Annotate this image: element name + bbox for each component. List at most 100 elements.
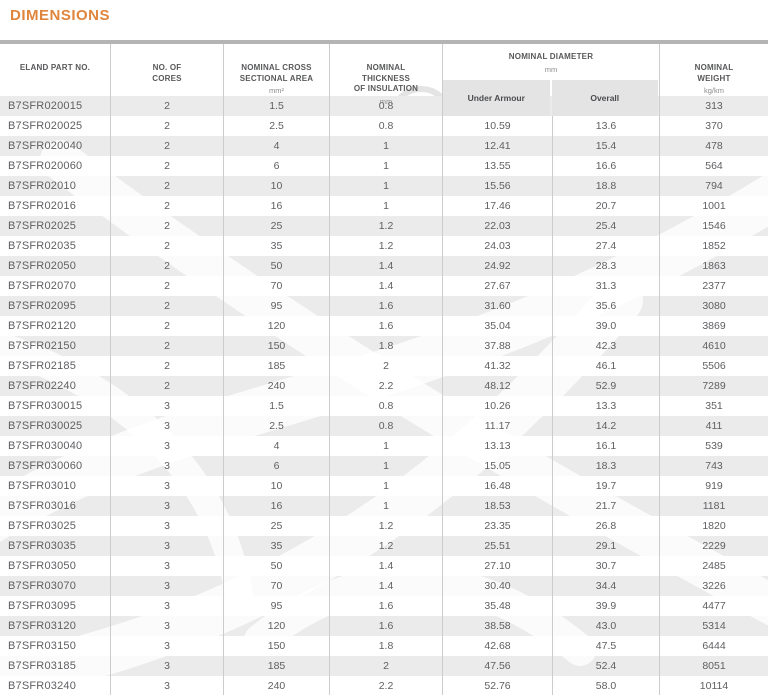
cell-cross-sectional-area: 2.5 <box>224 116 330 136</box>
table-row: B7SFR02035 2 35 1.2 24.03 27.4 1852 <box>0 236 768 256</box>
cell-cores: 2 <box>111 216 224 236</box>
cell-diameter-under-armour: 42.68 <box>443 636 553 656</box>
cell-part-no: B7SFR03050 <box>0 556 111 576</box>
table-row: B7SFR02025 2 25 1.2 22.03 25.4 1546 <box>0 216 768 236</box>
cell-part-no: B7SFR03150 <box>0 636 111 656</box>
header-part-no-label: ELAND PART NO. <box>19 62 91 72</box>
cell-part-no: B7SFR030060 <box>0 456 111 476</box>
cell-diameter-overall: 28.3 <box>553 256 660 276</box>
cell-weight: 411 <box>705 420 723 432</box>
table-row: B7SFR02070 2 70 1.4 27.67 31.3 2377 <box>0 276 768 296</box>
cell-cores: 2 <box>111 156 224 176</box>
header-diameter-label: NOMINAL DIAMETER <box>508 52 594 61</box>
cell-diameter-under-armour: 30.40 <box>443 576 553 596</box>
cell-insulation-thickness: 2 <box>330 656 443 676</box>
cell-weight: 478 <box>705 140 723 152</box>
cell-diameter-overall: 43.0 <box>553 616 660 636</box>
cell-diameter-overall: 35.6 <box>553 296 660 316</box>
cell-cores: 3 <box>111 636 224 656</box>
header-cross-sectional-area: NOMINAL CROSS SECTIONAL AREA mm² <box>224 44 330 119</box>
cell-cross-sectional-area: 70 <box>224 276 330 296</box>
cell-cross-sectional-area: 185 <box>224 356 330 376</box>
cell-insulation-thickness: 1 <box>330 196 443 216</box>
cell-diameter-overall: 13.6 <box>553 116 660 136</box>
cell-part-no: B7SFR03070 <box>0 576 111 596</box>
cell-part-no: B7SFR03120 <box>0 616 111 636</box>
table-row: B7SFR030015 3 1.5 0.8 10.26 13.3 351 <box>0 396 768 416</box>
cell-weight: 2377 <box>702 280 726 292</box>
cell-diameter-overall: 19.7 <box>553 476 660 496</box>
cell-diameter-overall: 20.7 <box>553 196 660 216</box>
cell-part-no: B7SFR02240 <box>0 376 111 396</box>
cell-cores: 2 <box>111 236 224 256</box>
cell-diameter-under-armour: 10.59 <box>443 116 553 136</box>
cell-diameter-overall: 30.7 <box>553 556 660 576</box>
table-row: B7SFR03050 3 50 1.4 27.10 30.7 2485 <box>0 556 768 576</box>
cell-cross-sectional-area: 10 <box>224 176 330 196</box>
cell-diameter-overall: 13.3 <box>553 396 660 416</box>
cell-part-no: B7SFR02095 <box>0 296 111 316</box>
cell-cross-sectional-area: 10 <box>224 476 330 496</box>
cell-part-no: B7SFR03025 <box>0 516 111 536</box>
cell-insulation-thickness: 1 <box>330 456 443 476</box>
table-row: B7SFR03150 3 150 1.8 42.68 47.5 6444 <box>0 636 768 656</box>
cell-diameter-under-armour: 38.58 <box>443 616 553 636</box>
header-insulation-unit: mm <box>379 97 393 107</box>
header-weight-label: NOMINAL WEIGHT <box>694 62 734 83</box>
cell-weight: 4610 <box>702 340 726 352</box>
header-weight-unit: kg/km <box>703 86 724 96</box>
cell-insulation-thickness: 0.8 <box>330 396 443 416</box>
cell-diameter-under-armour: 48.12 <box>443 376 553 396</box>
cell-cross-sectional-area: 16 <box>224 196 330 216</box>
table-row: B7SFR02010 2 10 1 15.56 18.8 794 <box>0 176 768 196</box>
table-row: B7SFR030025 3 2.5 0.8 11.17 14.2 411 <box>0 416 768 436</box>
cell-diameter-under-armour: 24.92 <box>443 256 553 276</box>
cell-diameter-overall: 27.4 <box>553 236 660 256</box>
header-weight: NOMINAL WEIGHT kg/km <box>660 44 768 118</box>
cell-cores: 2 <box>111 196 224 216</box>
cell-cores: 2 <box>111 296 224 316</box>
cell-insulation-thickness: 1.8 <box>330 336 443 356</box>
table-row: B7SFR02185 2 185 2 41.32 46.1 5506 <box>0 356 768 376</box>
cell-cross-sectional-area: 150 <box>224 636 330 656</box>
cell-diameter-overall: 16.6 <box>553 156 660 176</box>
cell-diameter-overall: 34.4 <box>553 576 660 596</box>
table-row: B7SFR03070 3 70 1.4 30.40 34.4 3226 <box>0 576 768 596</box>
cell-weight: 564 <box>705 160 723 172</box>
cell-diameter-overall: 47.5 <box>553 636 660 656</box>
table-header: ELAND PART NO. NO. OF CORES NOMINAL CROS… <box>0 44 768 119</box>
header-cores-label: NO. OF CORES <box>152 62 182 83</box>
cell-weight: 1863 <box>702 260 726 272</box>
header-insulation-label: NOMINAL THICKNESS OF INSULATION <box>353 62 419 94</box>
cell-part-no: B7SFR02150 <box>0 336 111 356</box>
cell-insulation-thickness: 1 <box>330 436 443 456</box>
cell-diameter-overall: 18.8 <box>553 176 660 196</box>
cell-cores: 2 <box>111 276 224 296</box>
cell-diameter-overall: 26.8 <box>553 516 660 536</box>
cell-cores: 3 <box>111 536 224 556</box>
table-row: B7SFR02016 2 16 1 17.46 20.7 1001 <box>0 196 768 216</box>
table-row: B7SFR03025 3 25 1.2 23.35 26.8 1820 <box>0 516 768 536</box>
cell-weight: 539 <box>705 440 723 452</box>
cell-part-no: B7SFR020025 <box>0 116 111 136</box>
cell-diameter-overall: 29.1 <box>553 536 660 556</box>
cell-weight: 1181 <box>702 500 726 512</box>
cell-part-no: B7SFR03016 <box>0 496 111 516</box>
header-cores: NO. OF CORES <box>111 44 224 119</box>
cell-insulation-thickness: 1.4 <box>330 556 443 576</box>
cell-cross-sectional-area: 120 <box>224 316 330 336</box>
cell-insulation-thickness: 2.2 <box>330 676 443 695</box>
cell-part-no: B7SFR02035 <box>0 236 111 256</box>
table-row: B7SFR03240 3 240 2.2 52.76 58.0 10114 <box>0 676 768 695</box>
cell-cross-sectional-area: 150 <box>224 336 330 356</box>
cell-diameter-under-armour: 13.13 <box>443 436 553 456</box>
table-row: B7SFR02150 2 150 1.8 37.88 42.3 4610 <box>0 336 768 356</box>
cell-part-no: B7SFR020060 <box>0 156 111 176</box>
cell-cross-sectional-area: 6 <box>224 456 330 476</box>
cell-weight: 7289 <box>702 380 726 392</box>
cell-cores: 3 <box>111 416 224 436</box>
cell-insulation-thickness: 0.8 <box>330 116 443 136</box>
cell-part-no: B7SFR02010 <box>0 176 111 196</box>
cell-diameter-overall: 42.3 <box>553 336 660 356</box>
cell-cross-sectional-area: 70 <box>224 576 330 596</box>
